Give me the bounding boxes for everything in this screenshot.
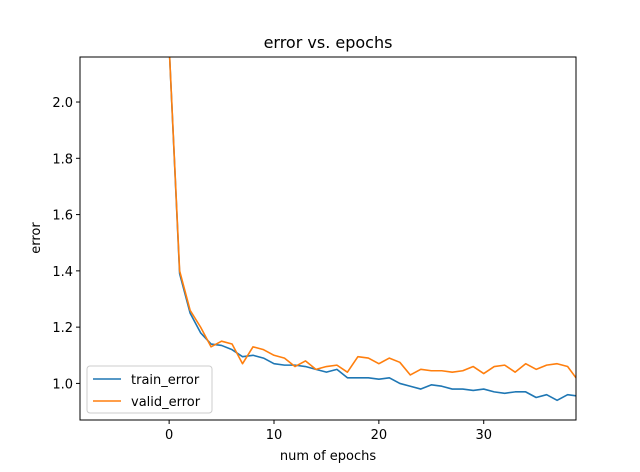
series-layer xyxy=(168,57,576,402)
y-tick-label: 1.8 xyxy=(52,152,73,167)
x-axis-label: num of epochs xyxy=(280,449,377,464)
legend-label: train_error xyxy=(131,373,200,388)
plot-frame xyxy=(79,56,577,421)
y-tick-label: 2.0 xyxy=(52,96,73,111)
series-line-valid-error xyxy=(168,57,576,380)
y-axis: 1.0 1.2 1.4 1.6 1.8 2.0 xyxy=(52,96,80,392)
legend: train_error valid_error xyxy=(86,365,213,414)
x-tick-label: 30 xyxy=(475,428,492,443)
x-axis: 0 10 20 30 xyxy=(165,420,492,443)
y-tick-label: 1.6 xyxy=(52,209,73,224)
x-tick-label: 10 xyxy=(266,428,283,443)
y-tick-label: 1.2 xyxy=(52,321,73,336)
legend-label: valid_error xyxy=(131,395,201,410)
x-tick-label: 0 xyxy=(165,428,173,443)
y-axis-label: error xyxy=(29,222,44,254)
x-tick-label: 20 xyxy=(371,428,388,443)
y-tick-label: 1.0 xyxy=(52,377,73,392)
chart-title: error vs. epochs xyxy=(264,33,393,52)
y-tick-label: 1.4 xyxy=(52,265,73,280)
